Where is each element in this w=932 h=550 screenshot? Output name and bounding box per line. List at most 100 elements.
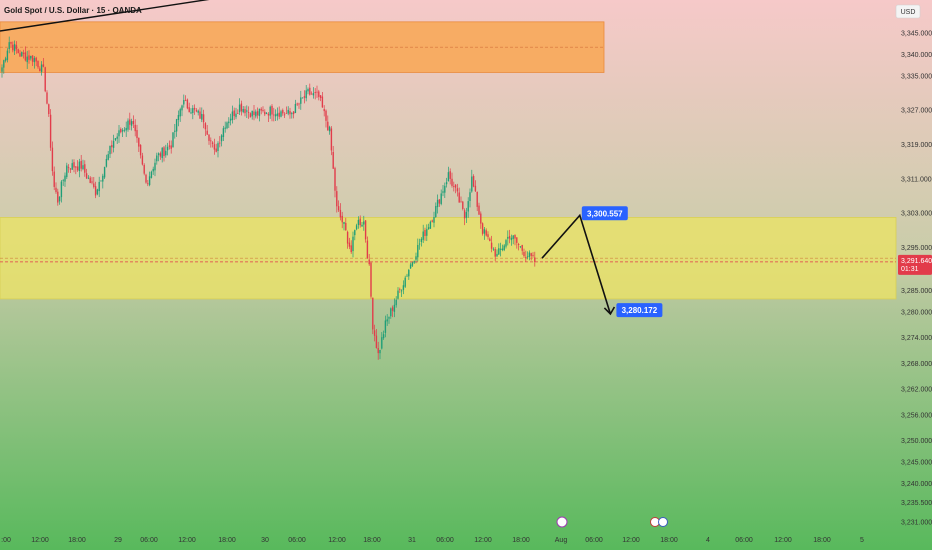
candle bbox=[233, 110, 235, 117]
candle bbox=[492, 248, 495, 250]
current-price-countdown: 01:31 bbox=[901, 266, 919, 273]
candle bbox=[94, 186, 97, 196]
candle bbox=[489, 238, 491, 242]
candle bbox=[384, 320, 387, 333]
candle bbox=[129, 119, 131, 125]
candle bbox=[301, 97, 304, 99]
candle bbox=[273, 114, 275, 116]
candle bbox=[19, 53, 21, 57]
candle bbox=[93, 183, 95, 187]
candle bbox=[114, 138, 117, 141]
candle bbox=[523, 252, 525, 257]
candle bbox=[460, 201, 462, 203]
candle bbox=[31, 55, 34, 62]
candle bbox=[150, 171, 153, 178]
candle bbox=[345, 222, 347, 231]
candle bbox=[49, 114, 52, 148]
x-tick-label: 12:00 bbox=[622, 537, 640, 544]
x-tick-label: 31 bbox=[408, 537, 416, 544]
y-axis-strip bbox=[896, 0, 932, 550]
candle bbox=[508, 236, 511, 239]
candle bbox=[8, 42, 10, 50]
candle bbox=[494, 249, 496, 257]
candle bbox=[258, 108, 261, 117]
x-tick-label: Aug bbox=[555, 537, 568, 544]
candle bbox=[282, 110, 284, 114]
candle bbox=[220, 135, 223, 142]
candle bbox=[64, 175, 66, 182]
candle bbox=[427, 227, 430, 230]
candle bbox=[485, 230, 487, 236]
x-tick-label: 30 bbox=[261, 537, 269, 544]
candle bbox=[76, 166, 79, 171]
candle bbox=[1, 67, 3, 72]
candle bbox=[431, 220, 433, 222]
candle bbox=[316, 91, 318, 93]
candle bbox=[435, 205, 437, 217]
x-tick-label: 06:00 bbox=[585, 537, 603, 544]
candle bbox=[440, 193, 442, 204]
candle bbox=[474, 185, 477, 192]
candle bbox=[156, 155, 158, 162]
candle bbox=[166, 146, 169, 151]
x-tick-label: 18:00 bbox=[68, 537, 86, 544]
candle bbox=[532, 255, 534, 256]
us-flag-icon bbox=[650, 517, 668, 527]
y-tick-label: 3,235.500 bbox=[901, 500, 932, 507]
y-tick-label: 3,335.000 bbox=[901, 73, 932, 80]
x-tick-label: 06:00 bbox=[436, 537, 454, 544]
y-tick-label: 3,311.000 bbox=[901, 176, 932, 183]
candle bbox=[328, 126, 331, 132]
candle bbox=[78, 161, 81, 171]
candle bbox=[206, 130, 208, 135]
candle bbox=[507, 236, 509, 239]
candle bbox=[42, 64, 45, 67]
candle bbox=[112, 140, 115, 148]
candle bbox=[107, 154, 109, 160]
candle bbox=[211, 142, 214, 144]
candle bbox=[354, 230, 356, 236]
candle bbox=[44, 67, 46, 92]
price-callout-label: 3,300.557 bbox=[587, 209, 623, 218]
candle bbox=[195, 110, 198, 112]
candle bbox=[526, 256, 529, 258]
x-tick-label: :00 bbox=[1, 537, 11, 544]
candle bbox=[388, 317, 390, 319]
candle bbox=[116, 136, 118, 139]
candle bbox=[357, 219, 360, 226]
candle bbox=[291, 113, 293, 115]
candle bbox=[393, 304, 396, 312]
candle bbox=[465, 212, 468, 218]
y-tick-label: 3,268.000 bbox=[901, 361, 932, 368]
candle bbox=[516, 237, 518, 243]
candle bbox=[249, 113, 252, 118]
y-tick-label: 3,250.000 bbox=[901, 438, 932, 445]
x-tick-label: 18:00 bbox=[218, 537, 236, 544]
candle bbox=[490, 242, 493, 249]
candle bbox=[496, 253, 498, 257]
candle bbox=[132, 120, 135, 125]
candle bbox=[530, 253, 532, 256]
candle bbox=[499, 248, 502, 250]
trendline bbox=[0, 0, 210, 32]
candle bbox=[154, 162, 156, 171]
y-tick-label: 3,327.000 bbox=[901, 108, 932, 115]
candle bbox=[26, 56, 28, 63]
candle bbox=[159, 153, 162, 157]
candle bbox=[235, 113, 237, 118]
candle bbox=[51, 147, 54, 172]
candle bbox=[501, 248, 504, 250]
currency-badge[interactable]: USD bbox=[895, 4, 921, 19]
candle bbox=[192, 108, 194, 113]
candle bbox=[521, 244, 523, 251]
event-icon bbox=[556, 516, 568, 528]
overlay-layer: 3,300.557 3,280.172 bbox=[0, 0, 896, 318]
candle bbox=[298, 103, 300, 105]
candle bbox=[58, 196, 61, 202]
candle bbox=[242, 109, 244, 113]
candle bbox=[463, 210, 466, 219]
candles-layer bbox=[1, 36, 536, 360]
y-tick-label: 3,256.000 bbox=[901, 412, 932, 419]
candle bbox=[359, 218, 361, 226]
